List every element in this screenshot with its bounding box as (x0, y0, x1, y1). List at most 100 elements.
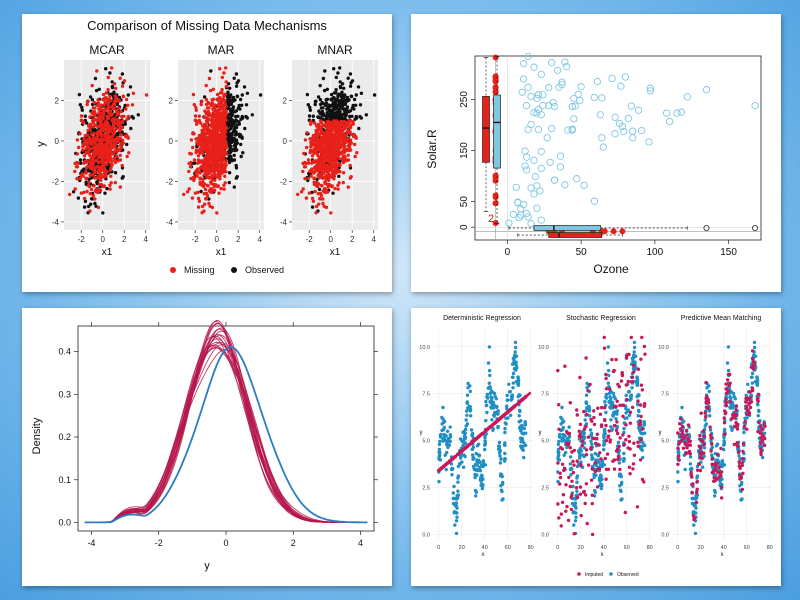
observed-point (593, 77, 602, 86)
observed-point (627, 413, 632, 417)
missing-point (346, 137, 350, 141)
observed-point (325, 87, 329, 92)
missing-point (206, 184, 210, 188)
missing-point (216, 116, 221, 120)
missing-point (88, 147, 92, 152)
observed-point (445, 429, 450, 433)
legend-key-observed (231, 267, 237, 273)
imputed-point (557, 403, 561, 407)
imputed-points (556, 335, 647, 537)
x-tick-label: 60 (505, 545, 511, 551)
missing-point (101, 163, 105, 167)
observed-point (614, 417, 618, 421)
imputed-point (557, 516, 561, 520)
imputed-point (638, 458, 643, 462)
missing-point (315, 184, 320, 189)
observed-point (229, 148, 233, 152)
missing-point (222, 183, 226, 187)
missing-point (315, 151, 319, 156)
observed-point (442, 432, 446, 437)
observed-point (638, 428, 642, 432)
missing-point (326, 156, 330, 160)
x-tick-label: 80 (528, 545, 534, 551)
observed-point (570, 501, 575, 506)
missing-point (318, 159, 322, 163)
imputed-point (602, 335, 606, 340)
missing-point (211, 87, 215, 92)
observed-point (629, 397, 633, 401)
missing-point (97, 142, 102, 147)
observed-point (338, 110, 342, 114)
imputed-point (627, 434, 631, 438)
x-tick-label: 0 (328, 235, 333, 244)
observed-point (510, 397, 514, 401)
observed-point (530, 109, 538, 117)
observed-point (443, 453, 447, 457)
imputed-point (584, 482, 589, 486)
missing-point (77, 145, 81, 150)
missing-point (109, 174, 113, 178)
missing-point (338, 170, 342, 174)
observed-point (643, 431, 647, 435)
imputed-point (631, 370, 636, 374)
observed-point (530, 156, 538, 164)
observed-point (513, 368, 518, 372)
observed-point (448, 439, 452, 444)
observed-point (488, 373, 492, 378)
observed-point (622, 457, 626, 461)
observed-point (322, 88, 327, 93)
observed-point (609, 418, 613, 422)
missing-point (116, 118, 120, 122)
missing-point (118, 148, 122, 152)
missing-point (114, 154, 119, 159)
missing-point (93, 154, 97, 158)
missing-point (84, 170, 88, 174)
observed-point (517, 420, 521, 424)
box (493, 94, 501, 169)
observed-point (332, 67, 336, 71)
observed-point (598, 134, 606, 142)
observed-point (231, 123, 236, 127)
missing-point (85, 99, 90, 104)
missing-point (308, 122, 313, 126)
imputed-point (635, 505, 640, 509)
missing-point (108, 168, 113, 172)
observed-point (503, 430, 507, 435)
missing-point (309, 140, 313, 145)
observed-point (545, 101, 553, 110)
missing-point (105, 135, 109, 140)
observed-point (241, 151, 245, 155)
observed-point (548, 58, 556, 67)
observed-point (245, 116, 249, 120)
missing-point (334, 123, 338, 127)
missing-point (121, 94, 126, 99)
missing-point (352, 133, 357, 137)
observed-point (337, 92, 341, 96)
missing-point (216, 147, 220, 151)
missing-point (202, 145, 207, 149)
observed-point (310, 205, 315, 209)
observed-point (548, 124, 556, 133)
imputed-point (570, 479, 574, 483)
observed-point (500, 498, 504, 502)
imputed-point (574, 486, 579, 490)
missing-point (296, 192, 300, 197)
missing-point (115, 135, 120, 140)
facet-3: 0 20 40 60 800.02.55.07.510.0xy (658, 328, 773, 558)
observed-point (575, 489, 579, 493)
observed-point (665, 117, 674, 126)
missing-point (197, 149, 201, 154)
missing-point (223, 181, 227, 185)
observed-point (602, 443, 606, 447)
imputed-point (616, 454, 621, 459)
missing-point (343, 125, 347, 129)
missing-point (207, 76, 212, 81)
missing-point (326, 184, 330, 189)
imputed-density-curve (84, 320, 368, 523)
missing-point (100, 134, 104, 138)
observed-point (573, 519, 578, 523)
missing-point (89, 187, 94, 192)
observed-point (451, 501, 456, 506)
observed-point (702, 86, 711, 94)
